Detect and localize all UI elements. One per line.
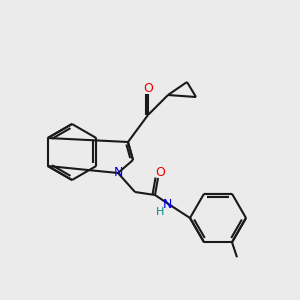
Text: O: O — [155, 167, 165, 179]
Text: N: N — [162, 199, 172, 212]
Text: N: N — [113, 167, 123, 179]
Text: O: O — [143, 82, 153, 94]
Text: H: H — [156, 207, 164, 217]
